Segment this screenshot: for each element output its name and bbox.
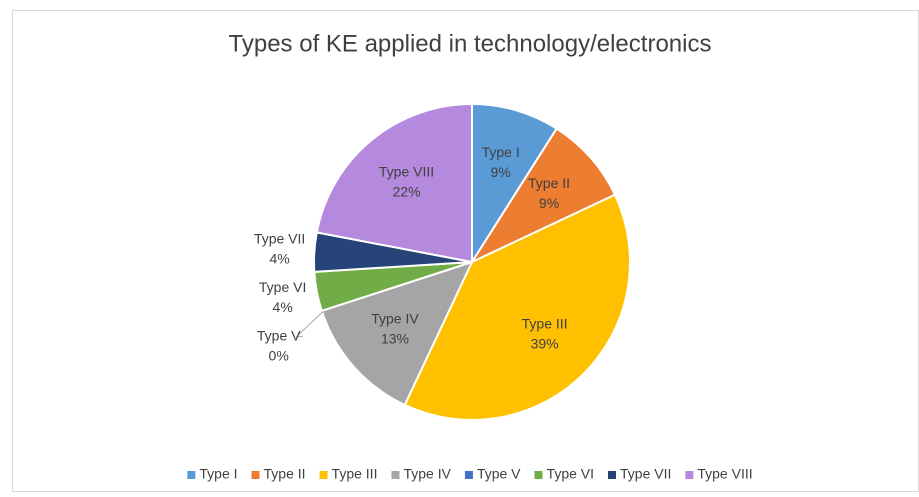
legend-label: Type I [199, 466, 237, 482]
pie-slice [469, 127, 617, 265]
legend-label: Type VIII [697, 466, 752, 482]
data-label-name: Type III [522, 315, 568, 331]
data-label-name: Type VIII [379, 164, 434, 180]
legend-label: Type III [332, 466, 378, 482]
data-label: 22% [393, 184, 421, 200]
legend-swatch [608, 471, 617, 479]
data-label: 4% [270, 251, 290, 267]
legend-swatch [534, 471, 543, 479]
data-label: 0% [269, 347, 289, 363]
data-label-name: Type VII [254, 231, 305, 247]
legend: Type I Type II Type III Type IV Type V Type V… [187, 466, 753, 482]
legend-label: Type IV [403, 466, 451, 482]
legend-label: Type II [264, 466, 306, 482]
legend-label: Type VII [620, 466, 671, 482]
data-label: 39% [531, 335, 559, 351]
data-label-name: Type I [482, 144, 520, 160]
leader-line [295, 309, 326, 338]
legend-swatch [319, 471, 328, 479]
chart-title: Types of KE applied in technology/electr… [229, 30, 712, 57]
pie-slice [403, 193, 631, 421]
pie-slice [471, 102, 559, 266]
data-label: 9% [491, 164, 511, 180]
legend-label: Type V [477, 466, 521, 482]
data-label: 4% [273, 299, 293, 315]
data-label: 9% [539, 195, 559, 211]
pie-slice [320, 260, 474, 407]
pie-slice [315, 102, 473, 264]
data-label-name: Type II [528, 175, 570, 191]
legend-label: Type VI [547, 466, 594, 482]
data-label-name: Type VI [259, 279, 306, 295]
legend-swatch [685, 471, 694, 479]
legend-swatch [464, 471, 473, 479]
legend-swatch [187, 471, 196, 479]
legend-swatch [391, 471, 400, 479]
data-label-name: Type V [257, 327, 301, 343]
legend-swatch [251, 471, 260, 479]
data-label-name: Type IV [371, 311, 419, 327]
data-label: 13% [381, 331, 409, 347]
